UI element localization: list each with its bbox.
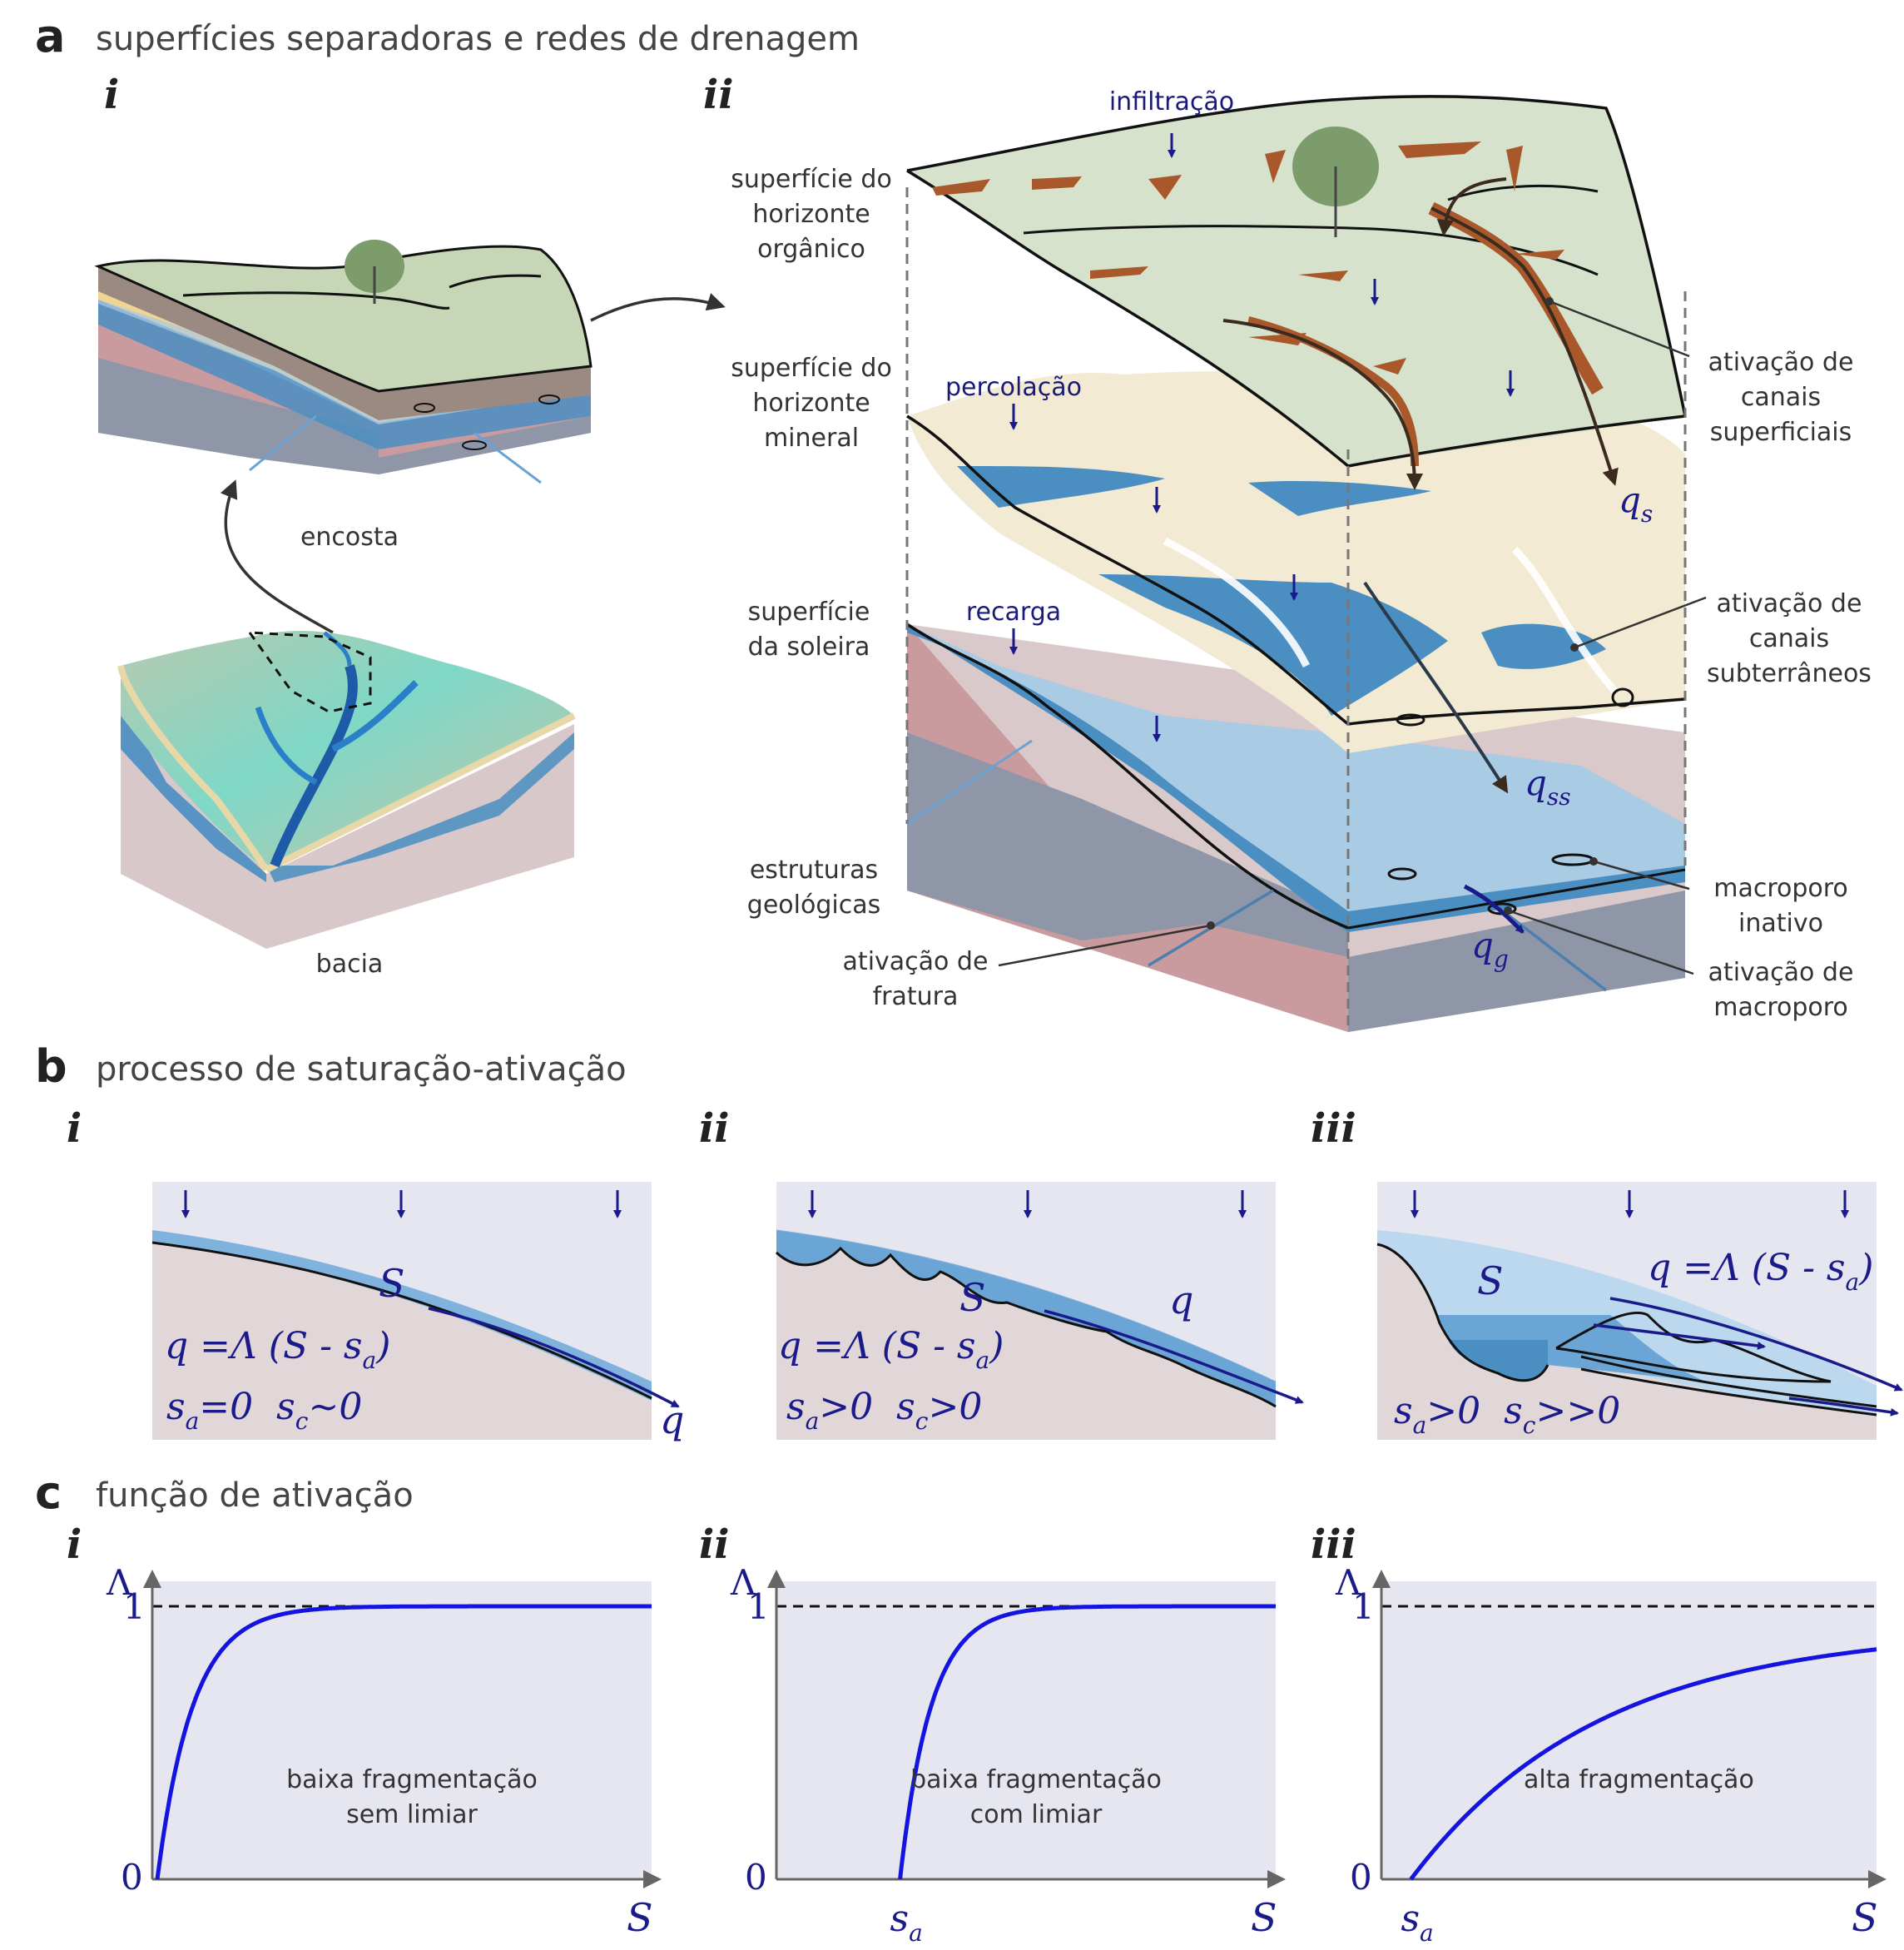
saturation-panel-iii: S q =Λ (S - sa) sa>0 sc>>0 <box>1376 1182 1903 1440</box>
b-iii-conditions: sa>0 sc>>0 <box>1394 1390 1620 1439</box>
y-axis-label: Λ <box>106 1562 132 1603</box>
plot-background <box>776 1581 1276 1879</box>
tick-zero: 0 <box>1350 1857 1372 1898</box>
recharge-label: recarga <box>966 598 1061 627</box>
label-bedrock-1: superfície <box>748 598 870 627</box>
activation-plot-1: iΛ S 1 0 baixa fragmentação sem limiar <box>67 1521 662 1940</box>
activation-plot-2: iiΛ S 1 0 sa baixa fragmentação com limiar <box>699 1521 1286 1947</box>
label-surface-ch-1: ativação de <box>1708 348 1854 377</box>
label-mineral-1: superfície do <box>731 354 892 383</box>
panel-b-sub-i: i <box>67 1105 82 1152</box>
infiltration-label: infiltração <box>1109 87 1234 117</box>
zoom-arrow-up <box>220 479 334 634</box>
zoom-arrow-right <box>590 293 726 322</box>
plot-label-line: com limiar <box>970 1800 1103 1829</box>
label-inactive-macropore-2: inativo <box>1738 909 1823 938</box>
panel-a-sub-i: i <box>104 72 119 118</box>
plot-background <box>152 1581 652 1879</box>
label-organic-2: horizonte <box>752 200 870 229</box>
threshold-label: sa <box>890 1898 923 1947</box>
panel-a-sub-ii: ii <box>703 72 733 118</box>
tick-zero: 0 <box>121 1857 143 1898</box>
label-bedrock-2: da soleira <box>748 633 870 662</box>
panel-b-sub-ii: ii <box>699 1105 729 1152</box>
panel-c-title: função de ativação <box>96 1476 414 1515</box>
y-axis-label: Λ <box>1335 1562 1361 1603</box>
label-macropore-act-2: macroporo <box>1713 993 1848 1022</box>
panel-a: a superfícies separadoras e redes de dre… <box>35 10 1872 1032</box>
b-ii-q: q <box>1169 1278 1193 1322</box>
x-axis-label: S <box>1852 1895 1878 1940</box>
panel-c-sub-i: i <box>67 1521 82 1568</box>
label-geologic-2: geológicas <box>747 891 880 920</box>
catchment-label: bacia <box>316 950 384 979</box>
b-iii-equation: q =Λ (S - sa) <box>1648 1247 1873 1296</box>
panel-c-letter: c <box>35 1466 62 1519</box>
label-surface-ch-2: canais <box>1741 383 1821 412</box>
plot-label-line: sem limiar <box>346 1800 478 1829</box>
b-i-conditions: sa=0 sc~0 <box>166 1386 362 1435</box>
activation-curve <box>155 1604 652 1880</box>
label-fracture-1: ativação de <box>843 947 989 976</box>
panel-c-sub-ii: ii <box>699 1521 729 1568</box>
label-macropore-act-1: ativação de <box>1708 958 1854 987</box>
label-geologic-1: estruturas <box>750 856 878 885</box>
left-labels: superfície do horizonte orgânico superfí… <box>731 165 988 1011</box>
hillslope-block <box>94 240 593 484</box>
label-subsurface-ch-2: canais <box>1749 624 1829 653</box>
tick-one: 1 <box>747 1586 770 1627</box>
tick-one: 1 <box>123 1586 146 1627</box>
label-subsurface-ch-1: ativação de <box>1717 589 1862 618</box>
b-ii-equation: q =Λ (S - sa) <box>778 1325 1004 1374</box>
percolation-label: percolação <box>945 373 1082 402</box>
panel-b-letter: b <box>35 1040 67 1093</box>
panel-c-sub-iii: iii <box>1311 1521 1356 1568</box>
b-i-equation: q =Λ (S - sa) <box>165 1325 390 1374</box>
label-organic-1: superfície do <box>731 165 892 194</box>
panel-b-sub-iii: iii <box>1311 1105 1356 1152</box>
plot-label-line: baixa fragmentação <box>910 1765 1162 1794</box>
qs-label: qs <box>1619 479 1653 528</box>
tick-one: 1 <box>1352 1586 1375 1627</box>
panel-a-letter: a <box>35 10 65 62</box>
label-surface-ch-3: superficiais <box>1710 418 1852 447</box>
panel-b: b processo de saturação-ativação i ii ii… <box>35 1040 1903 1442</box>
plot-background <box>1381 1581 1877 1879</box>
x-axis-label: S <box>1251 1895 1277 1940</box>
x-axis-label: S <box>627 1895 653 1940</box>
fracture-leader <box>998 924 1212 967</box>
catchment-block <box>117 631 576 949</box>
plot-label-line: alta fragmentação <box>1524 1765 1754 1794</box>
b-i-S: S <box>379 1261 405 1306</box>
activation-curve <box>898 1604 1276 1880</box>
label-mineral-3: mineral <box>764 424 859 453</box>
hillslope-label: encosta <box>300 523 399 552</box>
qg-label: qg <box>1471 925 1509 973</box>
label-mineral-2: horizonte <box>752 389 870 418</box>
b-i-q: q <box>660 1397 684 1442</box>
saturation-panel-ii: S q q =Λ (S - sa) sa>0 sc>0 <box>775 1182 1304 1440</box>
label-organic-3: orgânico <box>757 235 865 264</box>
panel-b-title: processo de saturação-ativação <box>96 1050 627 1089</box>
b-ii-S: S <box>959 1275 986 1320</box>
exploded-block <box>905 95 1687 1032</box>
plot-label-line: baixa fragmentação <box>286 1765 538 1794</box>
b-ii-conditions: sa>0 sc>0 <box>786 1386 982 1435</box>
label-fracture-2: fratura <box>873 982 959 1011</box>
panel-a-title: superfícies separadoras e redes de drena… <box>96 20 860 58</box>
b-iii-S: S <box>1477 1258 1504 1303</box>
saturation-panel-i: S q q =Λ (S - sa) sa=0 sc~0 <box>151 1182 684 1442</box>
tick-zero: 0 <box>745 1857 767 1898</box>
activation-curve <box>1409 1647 1877 1881</box>
y-axis-label: Λ <box>730 1562 756 1603</box>
threshold-label: sa <box>1401 1898 1433 1947</box>
label-inactive-macropore-1: macroporo <box>1713 874 1848 903</box>
label-subsurface-ch-3: subterrâneos <box>1707 659 1872 688</box>
qss-label: qss <box>1525 762 1571 811</box>
